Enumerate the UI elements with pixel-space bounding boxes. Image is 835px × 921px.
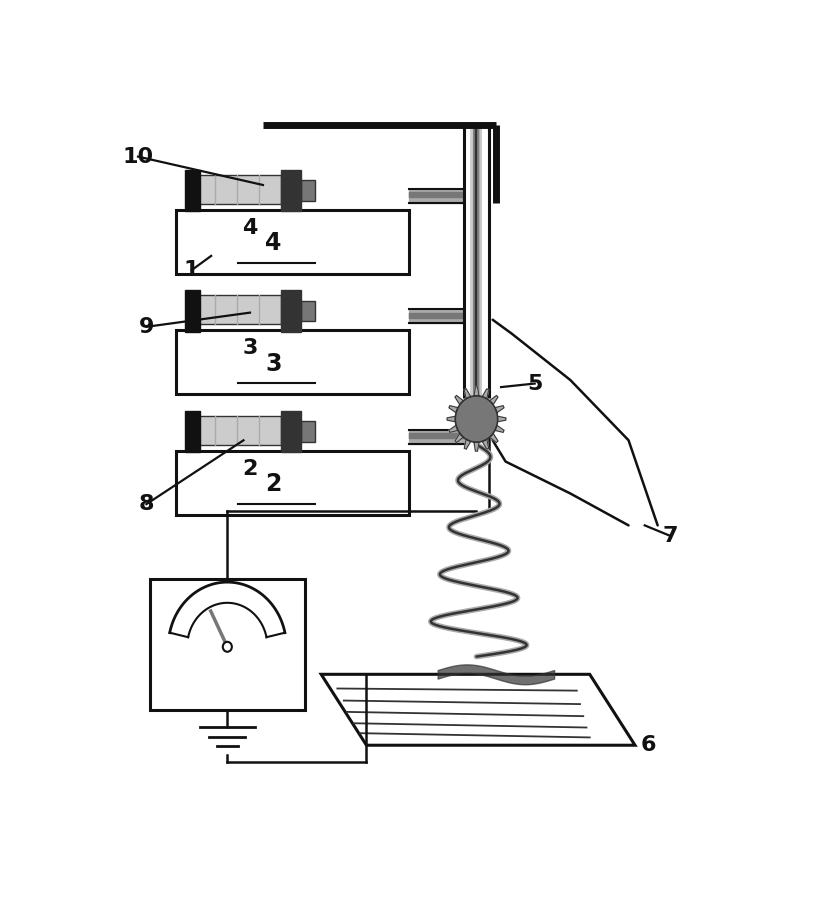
- Text: 8: 8: [139, 494, 154, 514]
- Text: 9: 9: [139, 317, 154, 337]
- Text: 6: 6: [640, 735, 655, 755]
- Bar: [185, 169, 200, 211]
- Bar: [149, 578, 305, 710]
- Polygon shape: [483, 439, 488, 449]
- Polygon shape: [447, 416, 455, 422]
- Polygon shape: [498, 416, 506, 422]
- Text: 3: 3: [266, 352, 281, 376]
- Bar: [175, 451, 408, 515]
- Bar: [175, 210, 408, 274]
- Polygon shape: [321, 674, 635, 745]
- Bar: [281, 411, 301, 452]
- Bar: [185, 290, 200, 332]
- Circle shape: [455, 396, 498, 442]
- Bar: [301, 300, 315, 321]
- Polygon shape: [449, 426, 458, 432]
- Text: 7: 7: [663, 526, 678, 546]
- Polygon shape: [455, 395, 463, 404]
- Bar: [192, 296, 281, 324]
- Bar: [192, 175, 281, 204]
- Text: 5: 5: [527, 374, 543, 393]
- Polygon shape: [464, 439, 471, 449]
- Bar: [192, 416, 281, 445]
- Bar: [301, 181, 315, 201]
- Polygon shape: [474, 442, 479, 451]
- Text: 4: 4: [242, 217, 258, 238]
- Text: 2: 2: [266, 472, 281, 496]
- Polygon shape: [483, 389, 488, 399]
- Bar: [185, 411, 200, 452]
- Bar: [175, 331, 408, 394]
- Bar: [301, 421, 315, 442]
- Polygon shape: [474, 387, 479, 396]
- Text: 3: 3: [242, 338, 258, 358]
- Polygon shape: [464, 389, 471, 399]
- Bar: [281, 169, 301, 211]
- Text: 10: 10: [123, 146, 154, 167]
- Polygon shape: [495, 426, 504, 432]
- Polygon shape: [449, 405, 458, 413]
- Text: 4: 4: [266, 231, 281, 255]
- Polygon shape: [489, 434, 498, 443]
- Text: 2: 2: [242, 459, 258, 479]
- Circle shape: [223, 642, 232, 652]
- Bar: [281, 290, 301, 332]
- Polygon shape: [495, 405, 504, 413]
- Polygon shape: [489, 395, 498, 404]
- Polygon shape: [455, 434, 463, 443]
- Text: 1: 1: [184, 260, 200, 280]
